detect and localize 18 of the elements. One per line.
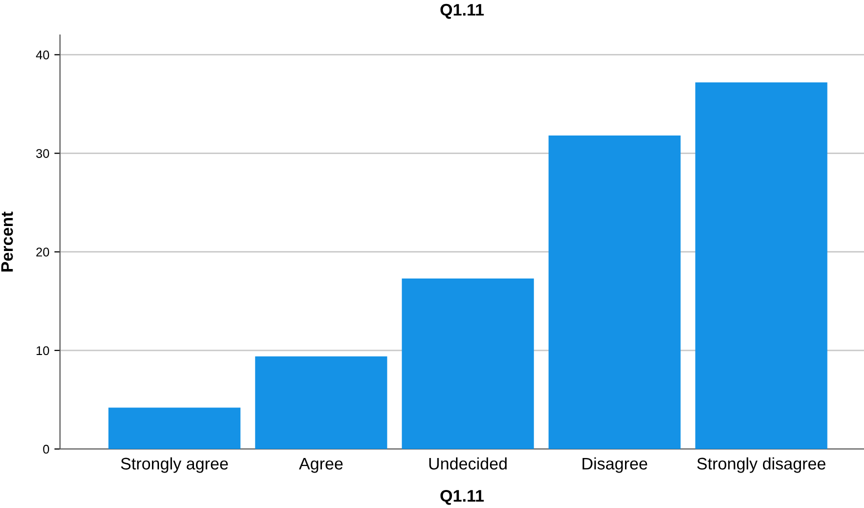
x-axis-title: Q1.11 [440, 490, 484, 505]
x-tick-label: Strongly agree [121, 457, 228, 473]
y-tick-label: 30 [36, 149, 50, 158]
x-tick-label: Strongly disagree [697, 457, 826, 473]
bar [255, 356, 388, 449]
x-tick-label: Undecided [429, 457, 507, 470]
chart-title: Q1.11 [440, 4, 484, 19]
y-tick-label: 10 [36, 346, 50, 356]
bar [548, 136, 681, 449]
y-tick-label: 0 [43, 444, 50, 454]
bar [695, 82, 828, 449]
x-tick-label: Agree [298, 458, 343, 473]
y-tick-label: 40 [36, 50, 50, 60]
y-tick-label: 20 [36, 248, 50, 257]
y-axis-title: Percent [1, 212, 13, 272]
bar [108, 408, 240, 449]
bar [402, 278, 534, 449]
x-tick-label: Disagree [582, 457, 648, 473]
